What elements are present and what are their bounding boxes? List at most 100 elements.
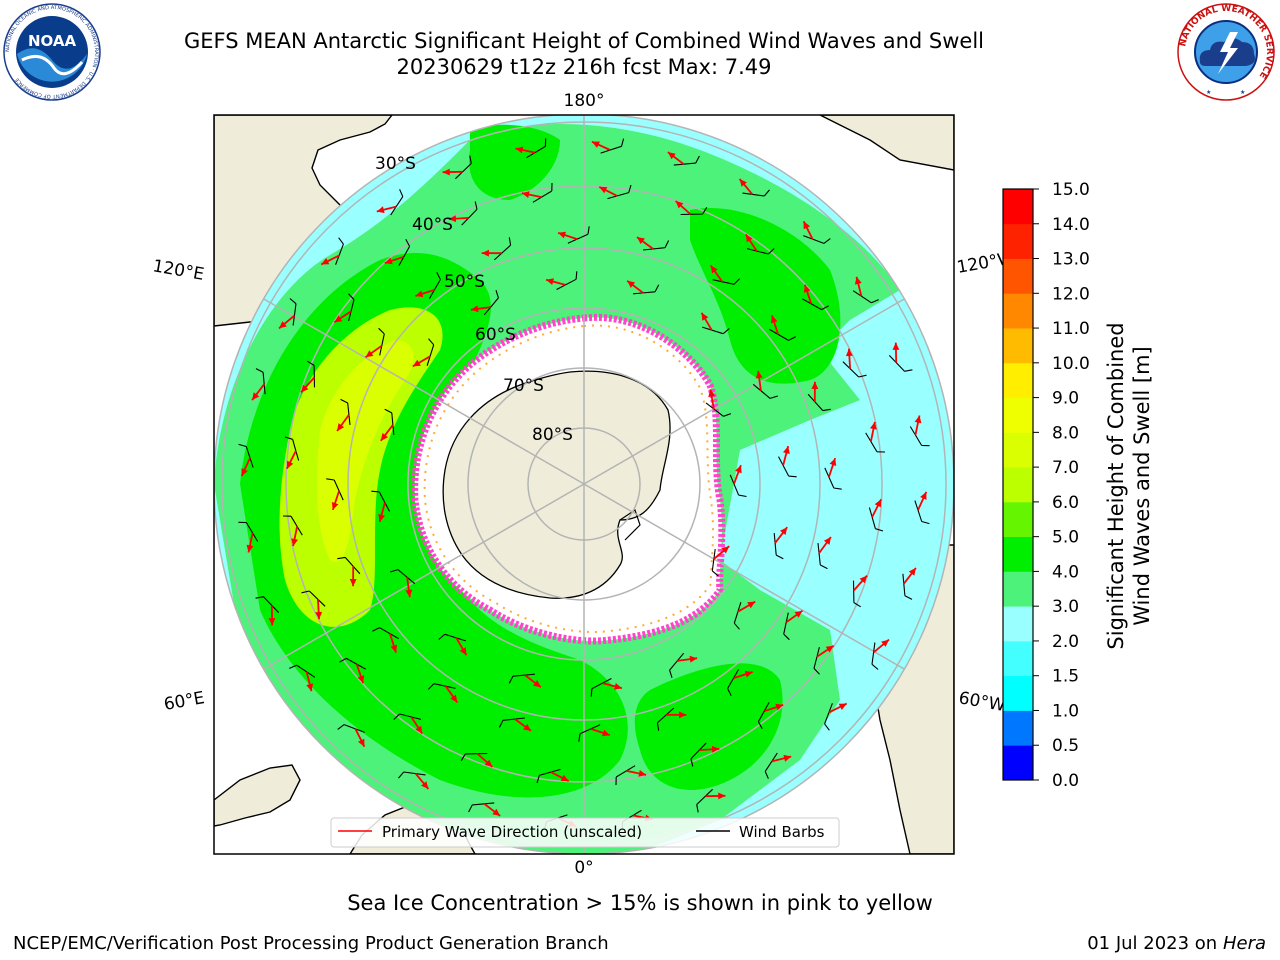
wind-barb [378,327,385,356]
wind-barb [468,802,495,813]
wind-barb [590,678,612,697]
footer-branch: NCEP/EMC/Verification Post Processing Pr… [13,933,609,954]
wind-barb [752,383,778,399]
wind-barb [803,235,831,244]
lat-label-40s: 40°S [412,215,453,235]
legend-barb-label: Wind Barbs [739,823,825,841]
lat-label-50s: 50°S [444,272,485,292]
wind-barb [729,474,747,498]
wind-barb [656,707,675,731]
wave-arrow-head [838,703,847,710]
wave-arrow-head [331,502,339,510]
wave-arrow-head [721,546,730,554]
colorbar-tick-label: 7.0 [1052,458,1079,478]
wave-arrow-head [390,644,398,653]
wind-barb [536,768,561,784]
wind-barb [824,467,842,490]
wave-arrow-head [546,278,554,285]
wind-barb [428,272,441,299]
wind-barb [326,478,344,501]
wind-barb [842,361,867,378]
wind-barb [255,368,266,395]
wave-arrow-head [349,579,357,587]
wave-arrow-head [246,544,254,553]
wind-barb [461,201,478,226]
wind-barb [455,155,472,180]
wave-arrow-head [739,179,747,187]
wave-arrow-head [679,711,687,719]
wave-arrow-head [286,460,294,469]
colorbar: 0.0 0.5 1.0 1.5 2.0 3.0 4.0 5.0 6.0 7.0 8.0 9.0 10.0… [1002,180,1090,791]
wind-barb [498,717,525,728]
wind-barb [773,533,784,560]
wind-barb [824,703,833,731]
wind-barb [733,602,742,630]
wind-barb [398,771,426,779]
wave-arrow-head [315,611,323,620]
wind-barb [802,298,829,311]
wave-arrow-head [384,257,393,265]
wave-arrow-head [823,537,831,545]
colorbar-tick-label: 12.0 [1052,284,1090,304]
map-frame-border [213,114,955,855]
colorbar-tick-label: 8.0 [1052,423,1079,443]
wave-arrow-head [306,683,314,692]
wave-arrow-head [523,723,531,731]
lat-label-70s: 70°S [503,376,544,396]
wind-barb [764,752,778,779]
wave-arrow-head [803,284,811,293]
wave-arrow-head [415,290,424,298]
colorbar-segment [1003,362,1033,398]
wind-barb [556,271,578,290]
colorbar-segment [1003,710,1033,746]
wind-barb [643,240,670,251]
wave-arrow-head [783,446,790,454]
colorbar-segment [1003,467,1033,503]
wind-barb [742,189,770,197]
wind-barb [438,633,466,642]
wave-arrow-head [859,575,867,584]
wave-arrow-head [745,234,753,243]
svg-text:★: ★ [1240,89,1245,96]
footer-date: 01 Jul 2023 on Hera [1087,933,1266,954]
wave-arrow-head [448,215,457,223]
wave-arrow-head [614,683,622,690]
wind-barb [460,752,488,761]
wind-barb [340,398,351,425]
wind-barb [868,507,884,532]
colorbar-segment [1003,640,1033,677]
colorbar-segment [1003,501,1033,538]
wave-arrow-head [599,186,608,194]
wave-arrow-head [845,348,853,357]
wave-arrow-head [829,458,837,466]
wind-barb [778,456,797,478]
wind-barb [600,138,625,154]
nws-logo: NATIONAL WEATHER SERVICE ★ ★ [1177,3,1275,101]
wind-barb [769,328,796,341]
colorbar-segment [1003,328,1033,364]
wind-barb [337,724,365,733]
wave-arrow-head [376,206,385,214]
wave-arrow-head [892,342,900,350]
colorbar-segment [1003,606,1033,642]
wind-barb [673,155,700,166]
colorbar-segment [1003,432,1033,468]
colorbar-tick-label: 13.0 [1052,250,1090,270]
wave-arrow-head [533,680,541,688]
lon-label-60e: 60°E [162,688,206,715]
wave-arrow-head [874,499,882,508]
wave-arrow-head [744,670,753,678]
colorbar-tick-label: 5.0 [1052,528,1079,548]
wave-arrow-head [920,491,927,500]
wind-barb [705,402,732,417]
wave-arrow-head [521,191,530,198]
wind-barb [398,239,411,266]
chart-title: GEFS MEAN Antarctic Significant Height o… [183,29,985,53]
wind-barb [427,683,456,690]
wind-barb [284,436,300,461]
wind-barb [669,652,685,678]
wind-barb [384,408,395,435]
wave-arrow-head [711,745,720,753]
colorbar-tick-label: 9.0 [1052,389,1079,409]
